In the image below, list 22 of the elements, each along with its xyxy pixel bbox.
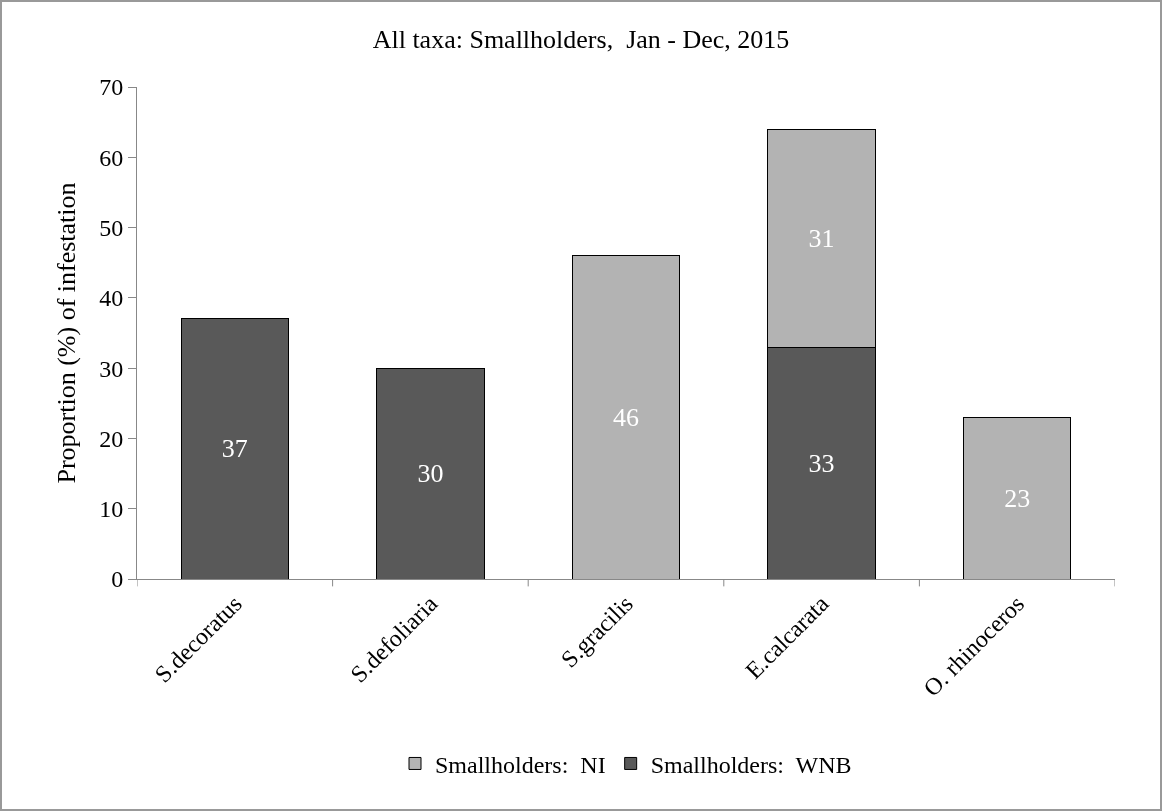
y-tick-label: 20: [99, 425, 124, 452]
y-tick-label: 70: [99, 74, 124, 101]
y-axis-title: Proportion (%) of infestation: [52, 182, 81, 484]
bar: [571, 255, 681, 579]
y-tick-label: 40: [99, 285, 124, 312]
data-label: 23: [1004, 483, 1031, 513]
y-tick-label: 0: [111, 566, 124, 593]
bar: [180, 318, 290, 579]
data-label: 46: [613, 402, 639, 432]
bar: [962, 416, 1072, 579]
y-tick-label: 60: [99, 144, 124, 171]
legend-label: Smallholders: NI: [435, 751, 606, 778]
data-label: 30: [417, 459, 444, 489]
y-tick-label: 30: [99, 355, 124, 382]
y-tick-label: 50: [99, 214, 124, 241]
data-label: 37: [221, 434, 248, 464]
data-label: 31: [808, 223, 835, 253]
data-label: 33: [808, 448, 835, 478]
legend-label: Smallholders: WNB: [650, 751, 852, 778]
y-tick-label: 10: [99, 496, 124, 523]
chart-title: All taxa: Smallholders, Jan - Dec, 2015: [372, 25, 790, 55]
bar: [376, 367, 485, 579]
